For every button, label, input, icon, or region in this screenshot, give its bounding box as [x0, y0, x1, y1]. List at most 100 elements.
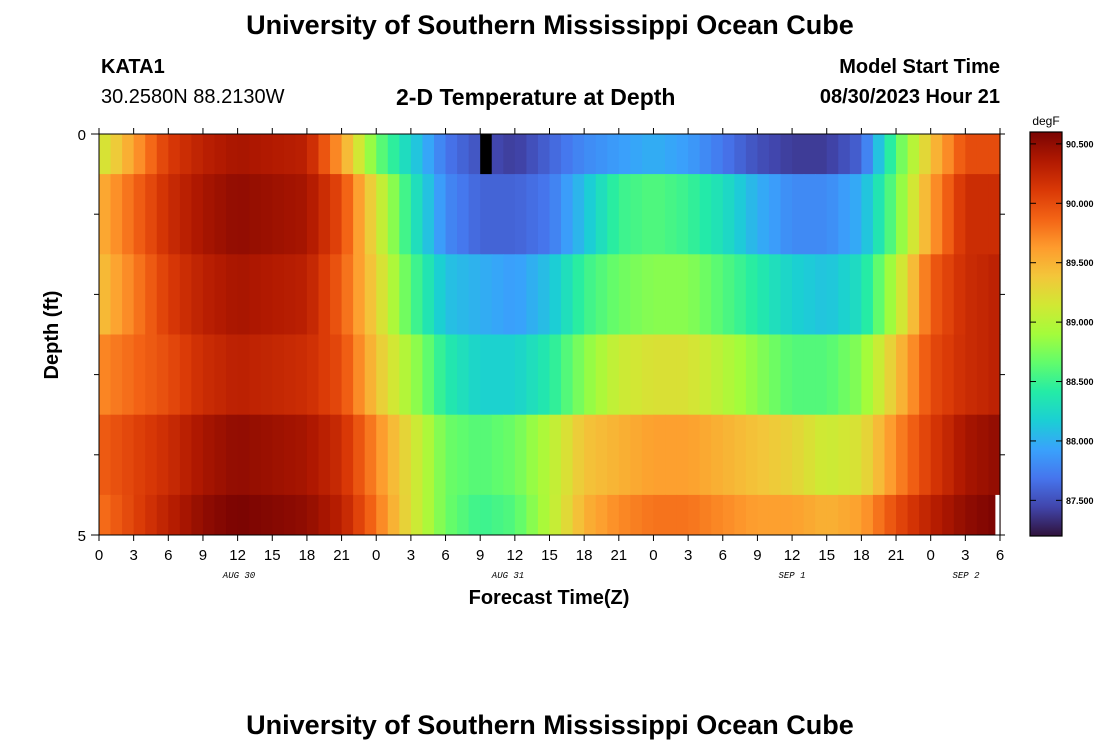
heatmap-cell [260, 254, 273, 335]
heatmap-cell [953, 174, 966, 255]
heatmap-cell [491, 134, 504, 175]
heatmap-cell [122, 334, 135, 416]
heatmap-cell [353, 414, 366, 496]
heatmap-cell [422, 334, 435, 416]
heatmap-cell [572, 174, 585, 255]
heatmap-cell [607, 174, 620, 255]
heatmap-cell [260, 174, 273, 255]
heatmap-cell [884, 414, 897, 496]
heatmap-cell [272, 494, 285, 536]
heatmap-cell [364, 174, 377, 255]
x-tick-label: 12 [229, 547, 246, 564]
heatmap-cell [503, 134, 516, 175]
heatmap-cell [919, 254, 932, 335]
heatmap-cell [306, 414, 320, 496]
heatmap-cell [214, 334, 227, 416]
heatmap-cell [792, 494, 805, 536]
heatmap-cell [353, 174, 366, 255]
heatmap-cell [896, 334, 909, 416]
heatmap-cell [676, 174, 689, 255]
heatmap-cell [641, 414, 655, 496]
heatmap-cell [168, 174, 181, 255]
heatmap-cell [364, 254, 377, 335]
heatmap-cell [226, 334, 239, 416]
heatmap-cell [896, 254, 909, 335]
x-tick-label: 6 [719, 547, 727, 564]
heatmap-cell [792, 174, 805, 255]
heatmap-cell [572, 334, 585, 416]
heatmap-cell [168, 134, 181, 175]
heatmap-cell [803, 494, 816, 536]
heatmap-cell [514, 254, 527, 335]
heatmap-cell [341, 494, 354, 536]
heatmap-cell [283, 134, 296, 175]
heatmap-cell [260, 414, 273, 496]
x-tick-label: 18 [576, 547, 593, 564]
heatmap-cell [145, 334, 158, 416]
model-start-value: 08/30/2023 Hour 21 [819, 86, 1000, 108]
heatmap-cell [595, 494, 608, 536]
heatmap-cell [226, 134, 239, 175]
y-tick-label-5: 5 [78, 528, 86, 545]
heatmap-cell [676, 134, 689, 175]
heatmap-cell [745, 254, 759, 335]
station-id: KATA1 [101, 56, 165, 78]
heatmap-cell [838, 134, 851, 175]
heatmap-cell [110, 254, 123, 335]
heatmap-cell [930, 334, 943, 416]
heatmap-cell [907, 414, 920, 496]
heatmap-cell [122, 254, 135, 335]
heatmap-cell [503, 414, 516, 496]
heatmap-cell [734, 254, 747, 335]
heatmap-cell [561, 254, 574, 335]
x-tick-label: 3 [961, 547, 969, 564]
x-tick-label: 21 [610, 547, 627, 564]
heatmap-cell [237, 414, 250, 496]
heatmap-cell [503, 254, 516, 335]
heatmap-cell [283, 414, 296, 496]
heatmap-cell [849, 134, 862, 175]
heatmap-cell [815, 334, 828, 416]
x-axis-ticks [98, 128, 1001, 541]
heatmap-cell [861, 134, 874, 175]
heatmap-cell [145, 254, 158, 335]
heatmap-cell [468, 494, 481, 536]
heatmap-cell [202, 334, 216, 416]
heatmap-cell [376, 134, 389, 175]
heatmap-cell [584, 414, 597, 496]
heatmap-cell [988, 134, 1001, 175]
heatmap-cell [826, 174, 839, 255]
heatmap-cell [757, 494, 770, 536]
heatmap-cell [861, 494, 874, 536]
heatmap-cell [433, 334, 447, 416]
heatmap-cell [861, 254, 874, 335]
heatmap-cell [549, 494, 562, 536]
heatmap-cell [722, 494, 735, 536]
colorbar-tick-label: 89.000 [1066, 318, 1094, 328]
heatmap-cell [803, 334, 816, 416]
heatmap-cell [907, 254, 920, 335]
heatmap-cell [526, 414, 539, 496]
heatmap-cell [768, 174, 782, 255]
heatmap-cell [849, 334, 862, 416]
colorbar-tick-label: 90.500 [1066, 139, 1094, 149]
heatmap-cell [191, 334, 204, 416]
heatmap-cell [688, 494, 701, 536]
heatmap-cell [803, 414, 816, 496]
heatmap-cell [884, 134, 897, 175]
colorbar-ticks: 90.500 90.000 89.500 89.000 88.500 88.000 87.5… [1030, 139, 1094, 506]
y-tick-label-0: 0 [78, 127, 86, 144]
heatmap-cell [976, 494, 990, 536]
heatmap-cell [549, 414, 562, 496]
heatmap-cell [410, 134, 424, 175]
heatmap-cell [768, 134, 782, 175]
heatmap-cell [122, 174, 135, 255]
heatmap-cell [699, 334, 712, 416]
heatmap-cell [457, 174, 470, 255]
heatmap-cell [838, 334, 851, 416]
heatmap-cell [965, 254, 978, 335]
heatmap-cell [387, 334, 400, 416]
x-tick-label: 6 [164, 547, 172, 564]
heatmap-cell [907, 174, 920, 255]
heatmap-cell [226, 494, 239, 536]
